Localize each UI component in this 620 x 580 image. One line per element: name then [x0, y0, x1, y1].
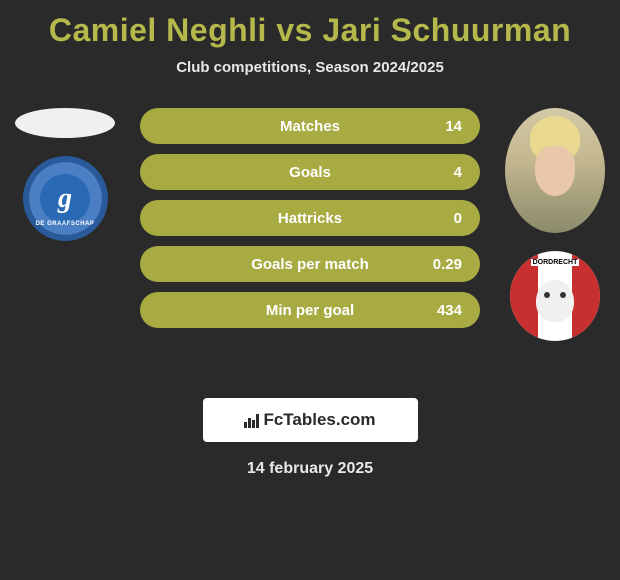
- stat-row-matches: Matches 14: [140, 108, 480, 144]
- stat-value: 14: [445, 118, 462, 135]
- stat-value: 4: [454, 164, 462, 181]
- club-logo-left-letter: g: [40, 174, 90, 224]
- stat-label: Min per goal: [266, 302, 354, 319]
- club-logo-left-name: DE GRAAFSCHAP: [36, 221, 95, 227]
- player-left-photo: [15, 108, 115, 138]
- club-logo-right-name: DORDRECHT: [531, 259, 580, 266]
- stat-label: Hattricks: [278, 210, 342, 227]
- stat-row-goals-per-match: Goals per match 0.29: [140, 246, 480, 282]
- stat-row-goals: Goals 4: [140, 154, 480, 190]
- comparison-content: g DE GRAAFSCHAP Matches 14 Goals 4 Hattr…: [0, 108, 620, 358]
- player-right-photo: [505, 108, 605, 233]
- chart-icon: [244, 412, 259, 428]
- comparison-date: 14 february 2025: [0, 460, 620, 478]
- club-logo-right-mascot: [536, 280, 574, 322]
- stat-value: 0.29: [433, 256, 462, 273]
- club-logo-left: g DE GRAAFSCHAP: [23, 156, 108, 241]
- stat-row-min-per-goal: Min per goal 434: [140, 292, 480, 328]
- stat-value: 434: [437, 302, 462, 319]
- season-subtitle: Club competitions, Season 2024/2025: [0, 59, 620, 76]
- comparison-title: Camiel Neghli vs Jari Schuurman: [0, 0, 620, 49]
- source-logo-text: FcTables.com: [263, 410, 375, 430]
- stat-label: Goals: [289, 164, 331, 181]
- player-right-column: DORDRECHT: [500, 108, 610, 341]
- stat-row-hattricks: Hattricks 0: [140, 200, 480, 236]
- stat-label: Goals per match: [251, 256, 369, 273]
- player-left-column: g DE GRAAFSCHAP: [10, 108, 120, 241]
- stats-list: Matches 14 Goals 4 Hattricks 0 Goals per…: [140, 108, 480, 328]
- source-logo-box: FcTables.com: [203, 398, 418, 442]
- stat-value: 0: [454, 210, 462, 227]
- club-logo-right: DORDRECHT: [510, 251, 600, 341]
- stat-label: Matches: [280, 118, 340, 135]
